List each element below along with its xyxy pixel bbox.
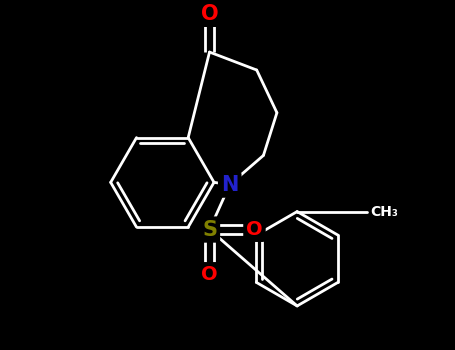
Text: N: N [221, 175, 238, 195]
Text: O: O [246, 220, 263, 239]
Text: O: O [201, 4, 218, 24]
Text: O: O [201, 265, 218, 284]
Text: S: S [202, 219, 217, 239]
Text: CH₃: CH₃ [370, 204, 398, 218]
